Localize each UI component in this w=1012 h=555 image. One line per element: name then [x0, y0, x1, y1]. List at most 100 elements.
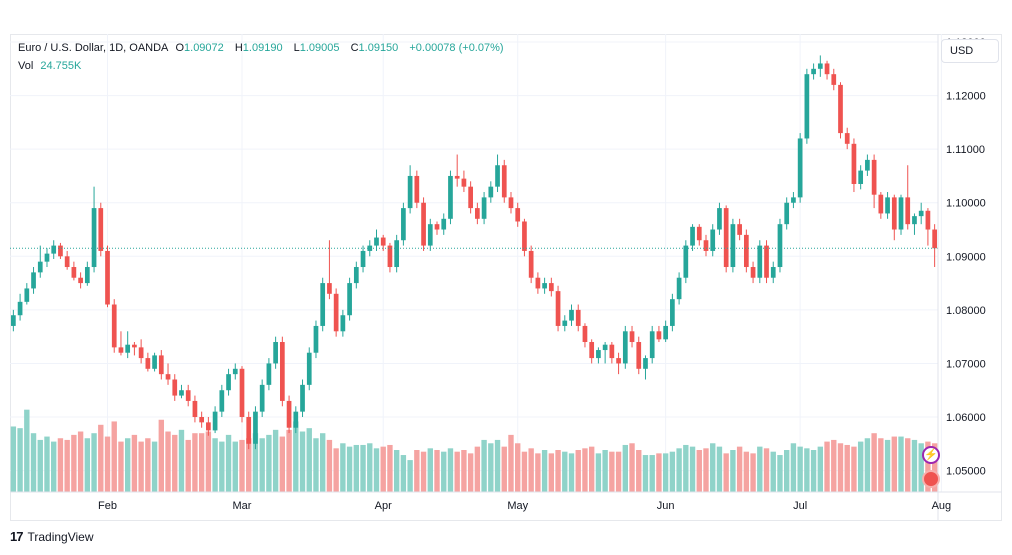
price-tick-label: 1.06000 — [946, 412, 986, 424]
candle-body — [696, 226, 702, 241]
candle-body — [31, 272, 36, 289]
volume-bar — [481, 439, 487, 492]
volume-bar — [871, 433, 877, 492]
volume-bar — [723, 453, 729, 492]
volume-bar — [784, 450, 790, 492]
candle-body — [562, 320, 568, 326]
volume-bar — [10, 426, 17, 492]
volume-bar — [595, 453, 602, 492]
volume-bar — [541, 450, 548, 492]
volume-bar — [864, 438, 871, 492]
price-tick-label: 1.11000 — [946, 144, 985, 156]
candle-body — [347, 283, 352, 316]
candle-body — [165, 374, 171, 380]
candle-body — [367, 245, 373, 251]
candle-body — [885, 197, 890, 214]
flash-icon[interactable]: ⚡ — [922, 446, 940, 464]
candle-body — [353, 267, 359, 284]
candle-body — [441, 218, 447, 230]
volume-bar — [306, 428, 312, 492]
volume-bar — [77, 431, 84, 492]
candle-body — [495, 165, 500, 187]
volume-bar — [918, 443, 924, 492]
candle-body — [602, 344, 608, 351]
candle-body — [407, 175, 413, 209]
volume-legend: Vol 24.755K — [18, 60, 85, 72]
candle-body — [468, 186, 473, 209]
volume-bar — [662, 453, 669, 492]
price-tick-label: 1.09000 — [946, 251, 986, 263]
symbol-title[interactable]: Euro / U.S. Dollar, 1D, OANDA — [18, 42, 169, 54]
candle-body — [575, 309, 581, 326]
volume-bar — [884, 439, 891, 492]
candle-body — [58, 245, 63, 257]
candle-body — [118, 347, 124, 353]
candle-body — [24, 288, 30, 302]
volume-bar — [905, 438, 911, 492]
volume-bar — [810, 450, 817, 492]
candle-body — [891, 197, 897, 230]
candle-body — [898, 197, 904, 230]
volume-bar — [225, 434, 232, 492]
tradingview-brand[interactable]: 17 TradingView — [10, 529, 94, 544]
volume-bar — [178, 429, 185, 492]
candle-body — [481, 197, 487, 219]
candle-body — [448, 175, 453, 219]
time-tick-label: Apr — [375, 500, 392, 512]
volume-bar — [198, 433, 205, 492]
volume-bar — [111, 421, 117, 492]
volume-bar — [71, 434, 77, 492]
volume-bar — [24, 409, 30, 492]
candle-body — [851, 143, 857, 184]
time-axis[interactable]: Feb Mar Apr May Jun Jul Aug — [98, 500, 951, 512]
low-label: L — [293, 42, 300, 54]
volume-bar — [447, 448, 454, 492]
candle-body — [259, 384, 265, 412]
volume-bar — [393, 450, 400, 492]
candle-body — [105, 250, 110, 305]
volume-bar — [165, 431, 171, 492]
volume-bar — [676, 448, 682, 492]
volume-bar — [716, 446, 723, 492]
candle-body — [421, 202, 426, 246]
volume-bar — [609, 451, 615, 492]
currency-button[interactable]: USD — [941, 39, 999, 63]
volume-bar — [360, 444, 366, 492]
volume-bar — [57, 438, 64, 492]
volume-bar — [831, 439, 837, 492]
volume-bar — [743, 451, 750, 492]
candle-body — [831, 74, 837, 85]
volume-bar — [286, 429, 292, 492]
candle-body — [320, 283, 326, 326]
candle-body — [858, 170, 864, 184]
open-label: O — [175, 42, 185, 54]
volume-bar — [521, 451, 528, 492]
candle-body — [656, 331, 662, 340]
candle-body — [925, 210, 931, 230]
volume-bar — [44, 436, 50, 492]
candle-body — [152, 355, 157, 369]
candle-body — [394, 240, 400, 268]
volume-bar — [898, 436, 904, 492]
candle-body — [37, 261, 43, 273]
volume-bar — [104, 436, 111, 492]
volume-bar — [656, 453, 662, 492]
globe-icon[interactable] — [922, 470, 940, 488]
candle-body — [649, 331, 655, 359]
candle-body — [932, 229, 937, 249]
volume-bar — [857, 441, 864, 492]
price-axis[interactable]: 1.05000 1.06000 1.07000 1.08000 1.09000 1.100… — [946, 37, 986, 478]
volume-bar — [790, 443, 797, 492]
volume-bar — [434, 450, 440, 492]
volume-bar — [562, 451, 568, 492]
volume-bar — [891, 436, 897, 492]
volume-bar — [642, 455, 649, 492]
candle-body — [488, 186, 494, 198]
volume-bar — [535, 453, 541, 492]
time-tick-label: Mar — [233, 500, 252, 512]
candle-body — [293, 411, 299, 428]
candle-body — [273, 342, 278, 364]
volume-bar — [710, 443, 716, 492]
volume-bar — [17, 428, 23, 492]
